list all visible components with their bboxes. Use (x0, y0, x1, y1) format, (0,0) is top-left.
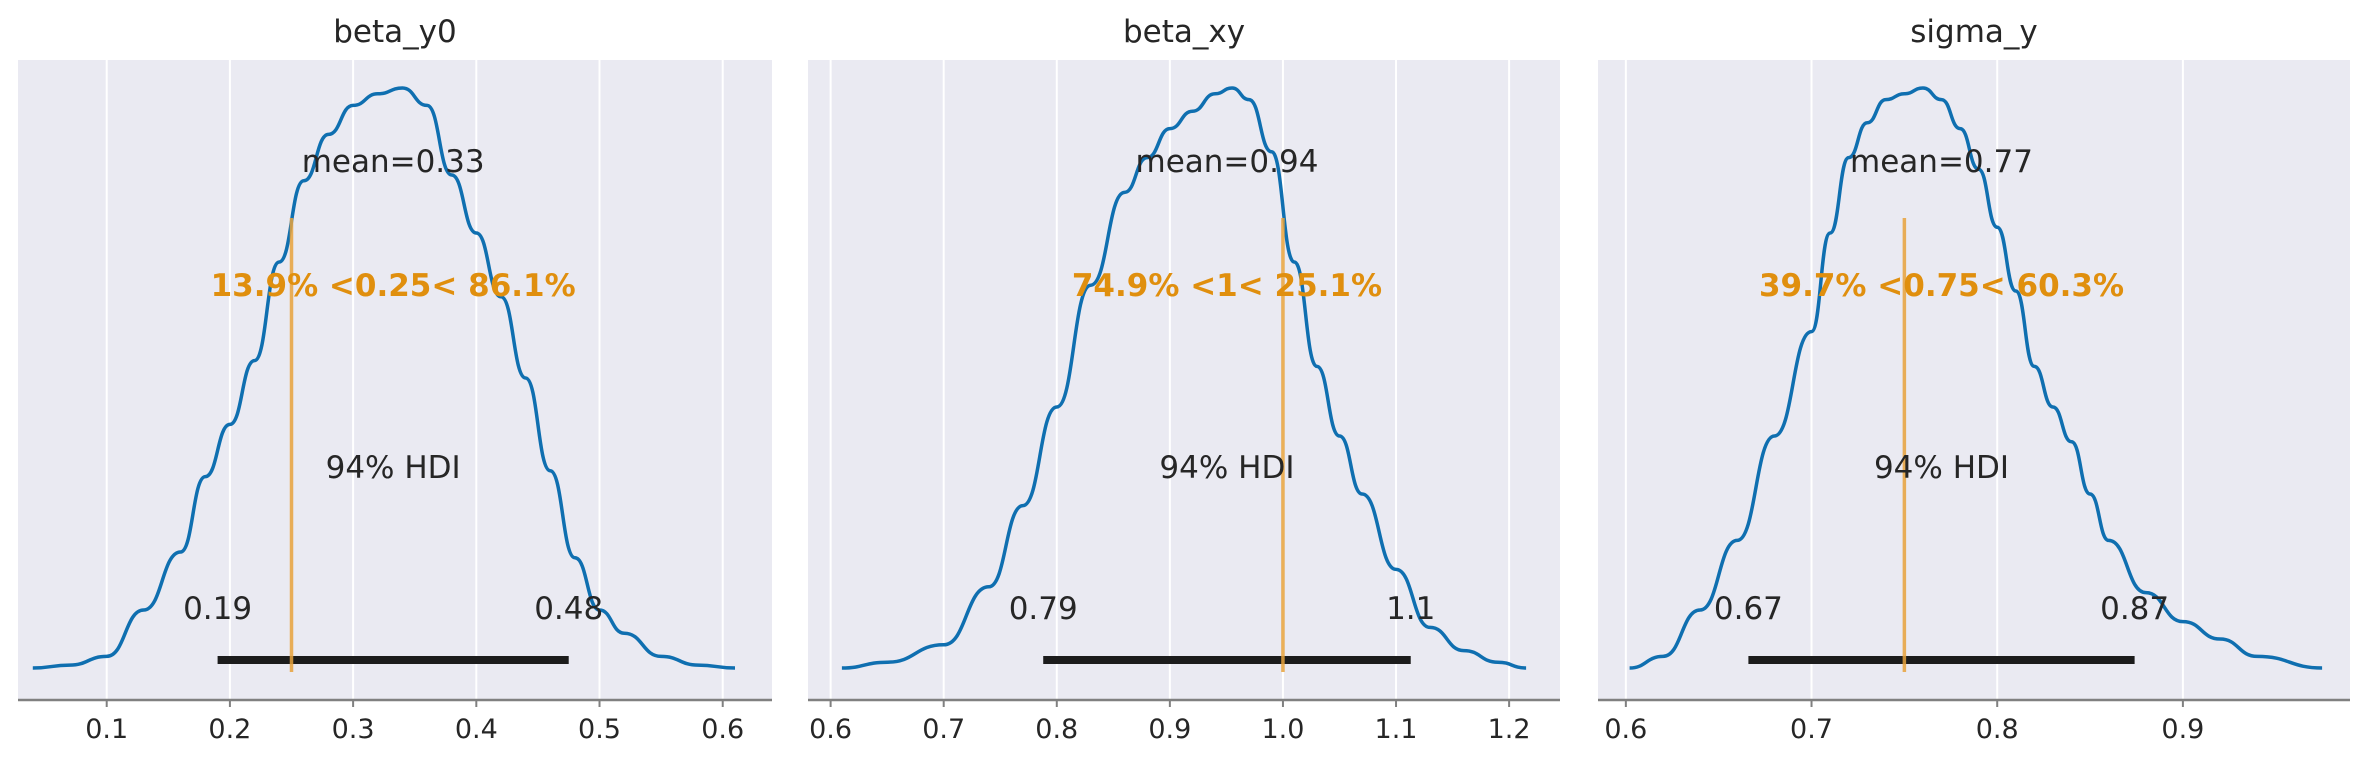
x-tick-label: 0.1 (85, 714, 128, 745)
reference-label: 13.9% <0.25< 86.1% (211, 268, 576, 304)
hdi-high-label: 0.48 (534, 591, 603, 627)
hdi-low-label: 0.19 (183, 591, 252, 627)
hdi-label: 94% HDI (1874, 450, 2009, 486)
mean-label: mean=0.77 (1850, 144, 2033, 180)
plot-area (18, 60, 772, 700)
x-tick-label: 0.6 (701, 714, 744, 745)
hdi-low-label: 0.79 (1009, 591, 1078, 627)
density-curve (841, 86, 1527, 670)
x-tick-label: 0.7 (1790, 714, 1833, 745)
x-tick-label: 0.6 (1604, 714, 1647, 745)
reference-label: 39.7% <0.75< 60.3% (1759, 268, 2124, 304)
x-tick-label: 1.1 (1375, 714, 1418, 745)
x-tick-label: 0.9 (1148, 714, 1191, 745)
mean-label: mean=0.33 (302, 144, 485, 180)
panel-title: beta_xy (1123, 14, 1245, 50)
density-curve (32, 86, 736, 670)
panel-beta_y0: 0.1 0.2 0.3 0.4 0.5 0.6 beta_y0 mean=0.33 13.9% … (18, 14, 772, 745)
x-tick-label: 0.4 (455, 714, 498, 745)
hdi-low-label: 0.67 (1714, 591, 1783, 627)
x-tick-label: 0.8 (1035, 714, 1078, 745)
reference-label: 74.9% <1< 25.1% (1072, 268, 1382, 304)
x-tick-label: 1.2 (1488, 714, 1531, 745)
hdi-label: 94% HDI (326, 450, 461, 486)
plot-area (808, 60, 1560, 700)
x-tick-label: 0.8 (1976, 714, 2019, 745)
x-tick-label: 0.7 (922, 714, 965, 745)
panel-beta_xy: 0.6 0.7 0.8 0.9 1.0 1.1 1.2 beta_xy mean=0.94 74.… (808, 14, 1560, 745)
x-tick-label: 0.3 (332, 714, 375, 745)
panel-title: beta_y0 (333, 14, 456, 50)
density-curve (1629, 86, 2323, 670)
panel-title: sigma_y (1910, 14, 2037, 50)
x-tick-label: 0.9 (2161, 714, 2204, 745)
mean-label: mean=0.94 (1136, 144, 1319, 180)
hdi-label: 94% HDI (1159, 450, 1294, 486)
x-tick-label: 1.0 (1261, 714, 1304, 745)
hdi-high-label: 1.1 (1386, 591, 1435, 627)
hdi-high-label: 0.87 (2100, 591, 2169, 627)
x-tick-label: 0.6 (809, 714, 852, 745)
x-tick-label: 0.2 (208, 714, 251, 745)
x-tick-label: 0.5 (578, 714, 621, 745)
panel-sigma_y: 0.6 0.7 0.8 0.9 sigma_y mean=0.77 39.7% <0.75<… (1598, 14, 2350, 745)
